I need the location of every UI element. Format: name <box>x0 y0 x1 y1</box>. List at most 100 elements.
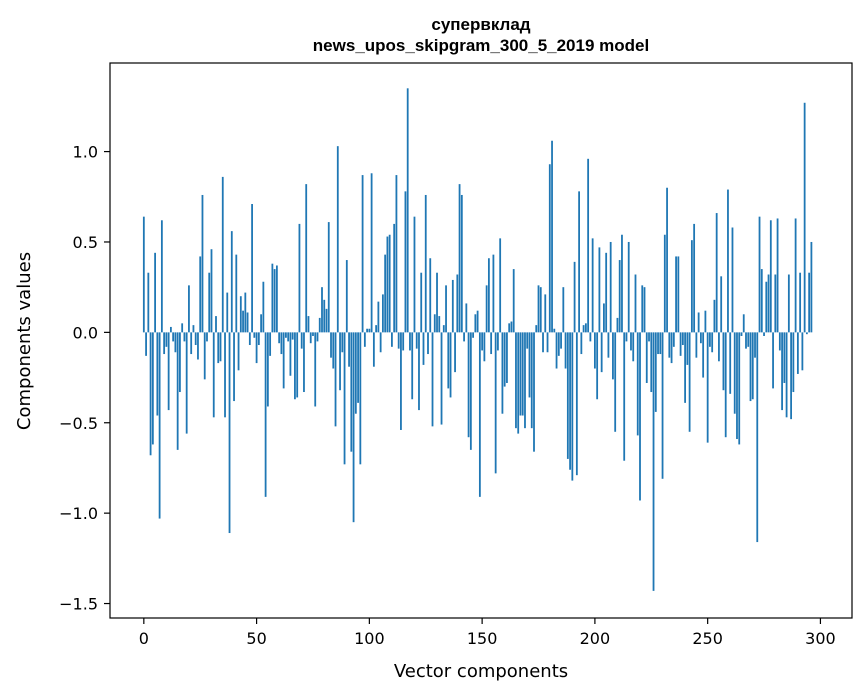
bar <box>273 269 276 333</box>
bar <box>790 332 792 420</box>
bar <box>397 332 400 349</box>
bar <box>307 316 310 333</box>
bar <box>738 332 741 445</box>
bar <box>366 328 368 333</box>
bar <box>760 269 763 333</box>
bar <box>343 332 346 465</box>
x-tick-label: 100 <box>354 629 385 648</box>
bar <box>533 332 535 452</box>
bar <box>400 332 402 430</box>
x-tick-label: 150 <box>467 629 498 648</box>
bar <box>361 175 364 333</box>
bar <box>555 332 558 369</box>
bar <box>156 332 159 416</box>
bar <box>174 332 177 353</box>
bar <box>309 332 312 344</box>
bar <box>724 332 727 438</box>
bar <box>528 332 531 398</box>
bar <box>490 332 493 355</box>
bar <box>165 332 168 347</box>
bar <box>733 332 736 414</box>
bar <box>381 294 384 333</box>
bar <box>512 269 515 333</box>
bar <box>794 218 797 333</box>
bar <box>422 332 425 365</box>
bar <box>350 332 353 452</box>
bar <box>474 314 477 333</box>
bar <box>697 312 700 333</box>
bar <box>668 332 671 358</box>
bar <box>745 332 747 349</box>
bar <box>677 256 680 333</box>
bar <box>163 332 166 355</box>
bar <box>796 332 799 374</box>
bar <box>224 332 226 418</box>
y-tick-label: −1.5 <box>59 595 98 614</box>
bar <box>404 191 407 333</box>
bar <box>395 175 398 333</box>
bar <box>411 332 414 400</box>
bar <box>188 285 190 333</box>
bar <box>314 332 317 407</box>
y-tick-label: 0.0 <box>73 323 98 342</box>
bar <box>535 325 538 333</box>
bar <box>147 272 150 333</box>
bar <box>359 332 362 465</box>
bar <box>291 332 294 340</box>
bar <box>210 249 213 333</box>
bar <box>406 88 409 333</box>
bar <box>447 332 450 389</box>
bar <box>368 328 371 333</box>
bar <box>787 274 790 333</box>
bar <box>158 332 161 519</box>
bar <box>233 332 235 402</box>
bar <box>530 332 533 429</box>
bar <box>433 314 436 333</box>
bar <box>765 281 768 333</box>
bar <box>704 310 707 333</box>
bar <box>566 332 569 459</box>
bar <box>467 332 470 438</box>
bar <box>418 332 420 411</box>
bar <box>720 276 723 333</box>
bar <box>578 191 580 333</box>
bar <box>192 325 195 333</box>
bar <box>654 332 657 412</box>
bar <box>749 332 752 402</box>
bar <box>501 332 504 414</box>
bar <box>458 184 461 333</box>
x-tick-label: 50 <box>246 629 266 648</box>
bar <box>616 317 619 333</box>
bar <box>544 294 547 333</box>
bar <box>345 260 348 333</box>
bar <box>190 332 193 355</box>
x-tick-label: 300 <box>805 629 836 648</box>
bar <box>584 323 587 333</box>
bar <box>715 213 718 333</box>
bar <box>632 332 635 362</box>
bar <box>203 332 206 380</box>
bar <box>370 173 373 333</box>
bar <box>605 252 608 333</box>
bar <box>521 332 524 416</box>
bar <box>636 332 639 436</box>
bar <box>506 332 508 383</box>
bar <box>476 310 479 333</box>
bar <box>591 238 594 333</box>
x-tick-label: 200 <box>580 629 611 648</box>
bar <box>305 184 308 333</box>
bar <box>208 272 211 333</box>
bar <box>634 274 637 333</box>
bar <box>206 332 208 342</box>
bar <box>481 332 484 351</box>
bar <box>181 323 184 333</box>
bar <box>262 281 265 333</box>
bar <box>257 332 260 346</box>
bar <box>199 256 202 333</box>
bar <box>546 332 549 353</box>
bar <box>623 332 626 461</box>
bar <box>179 332 181 393</box>
bar <box>774 274 777 333</box>
bar <box>287 332 290 342</box>
bar <box>169 326 172 333</box>
